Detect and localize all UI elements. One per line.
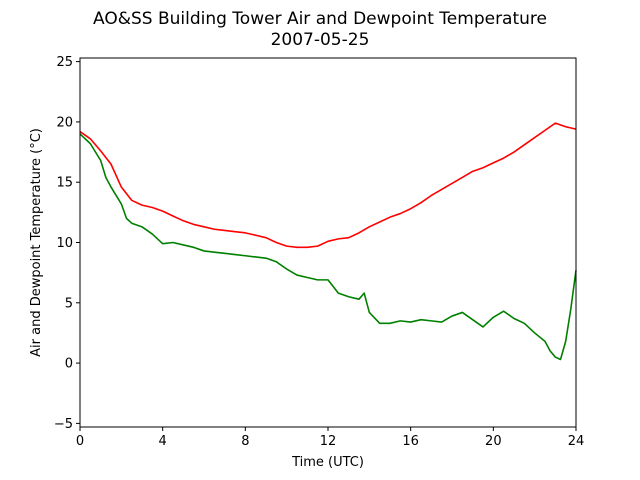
x-tick-label: 24	[568, 434, 585, 449]
y-tick-label: 25	[56, 55, 73, 70]
chart-title: AO&SS Building Tower Air and Dewpoint Te…	[93, 9, 547, 29]
y-tick-label: 5	[65, 296, 73, 311]
x-tick-label: 16	[402, 434, 419, 449]
x-tick-label: 20	[485, 434, 502, 449]
chart-subtitle: 2007-05-25	[271, 30, 370, 50]
x-tick-label: 8	[241, 434, 249, 449]
dewpoint-temperature-line	[79, 133, 577, 361]
y-tick-label: 20	[56, 115, 73, 130]
y-tick-label: −5	[54, 417, 73, 432]
x-axis-ticks: 0 4 8 12 16 20 24	[76, 427, 584, 449]
y-axis-label: Air and Dewpoint Temperature (°C)	[29, 128, 44, 357]
y-tick-label: 15	[56, 176, 73, 191]
air-temperature-line	[79, 122, 577, 249]
y-axis-ticks: −5 0 5 10 15 20 25	[54, 55, 80, 432]
y-tick-label: 0	[65, 357, 73, 372]
plot-frame	[79, 57, 577, 428]
x-tick-label: 0	[76, 434, 84, 449]
x-axis-label: Time (UTC)	[291, 455, 364, 470]
x-tick-label: 12	[320, 434, 337, 449]
x-tick-label: 4	[159, 434, 167, 449]
data-series	[79, 122, 577, 361]
y-tick-label: 10	[56, 236, 73, 251]
